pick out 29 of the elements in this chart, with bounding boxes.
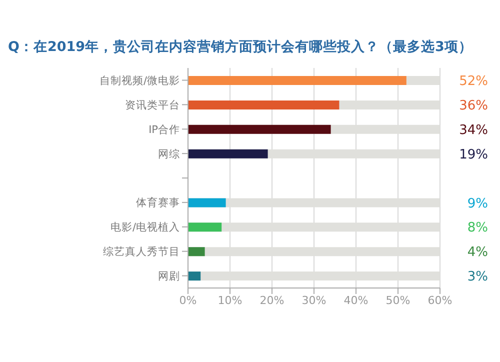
y-tick-label: IP合作	[148, 122, 180, 136]
data-label: 9%	[467, 196, 488, 212]
data-label: 52%	[459, 74, 488, 90]
x-tick-label: 10%	[218, 294, 242, 307]
y-tick-label: 自制视频/微电影	[99, 74, 180, 87]
bar	[188, 247, 205, 256]
data-label: 4%	[467, 245, 488, 260]
x-tick-label: 30%	[302, 294, 326, 307]
y-tick-label: 网剧	[158, 270, 180, 283]
chart-title: Q：在2019年，贵公司在内容营销方面预计会有哪些投入？（最多选3项）	[8, 38, 474, 56]
bar	[188, 198, 226, 208]
y-tick-label: 电影/电视植入	[110, 220, 180, 234]
x-tick-label: 20%	[260, 294, 284, 307]
data-label: 36%	[459, 98, 488, 114]
x-tick-label: 0%	[179, 294, 197, 307]
y-tick-label: 体育赛事	[136, 196, 180, 210]
bar	[188, 222, 222, 232]
x-tick-label: 50%	[386, 294, 410, 307]
bar	[188, 272, 201, 281]
data-label: 19%	[459, 147, 488, 162]
data-label: 8%	[467, 220, 488, 236]
y-tick-label: 综艺真人秀节目	[103, 245, 180, 258]
y-tick-label: 资讯类平台	[125, 98, 180, 112]
data-label: 3%	[467, 270, 488, 285]
data-label: 34%	[459, 122, 488, 138]
bar	[188, 149, 268, 158]
x-tick-label: 40%	[344, 294, 368, 307]
x-tick-label: 60%	[428, 294, 452, 307]
y-tick-label: 网综	[158, 147, 180, 160]
